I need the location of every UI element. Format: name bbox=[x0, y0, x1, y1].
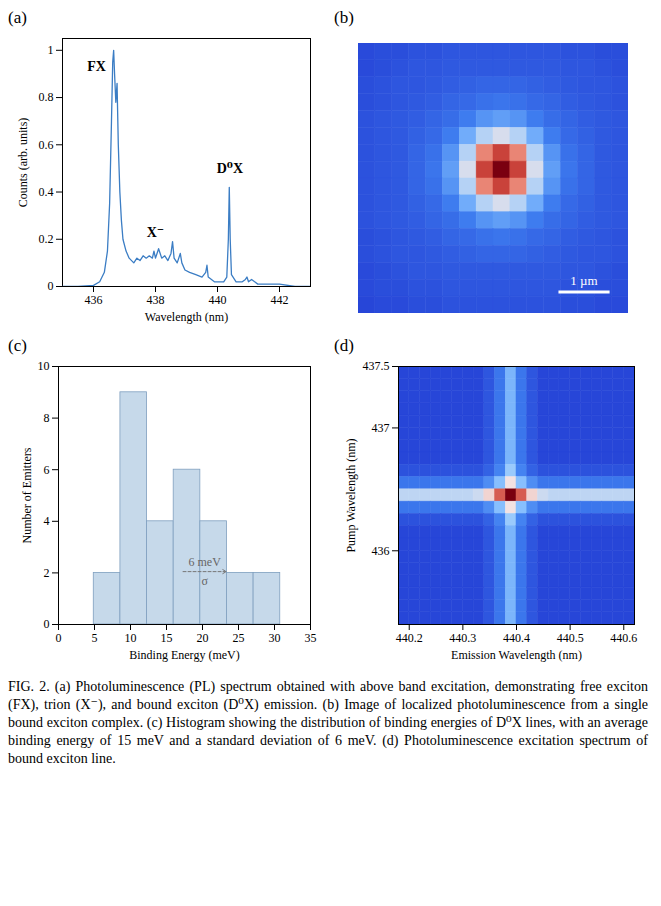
svg-text:440.5: 440.5 bbox=[557, 631, 584, 645]
svg-text:4: 4 bbox=[44, 514, 50, 528]
svg-text:438: 438 bbox=[147, 293, 165, 307]
svg-text:2: 2 bbox=[44, 566, 50, 580]
svg-text:0.6: 0.6 bbox=[39, 138, 54, 152]
svg-text:Pump Wavelength (nm): Pump Wavelength (nm) bbox=[344, 438, 358, 552]
svg-text:8: 8 bbox=[44, 411, 50, 425]
svg-text:440.3: 440.3 bbox=[449, 631, 476, 645]
svg-text:0: 0 bbox=[44, 617, 50, 631]
svg-text:10: 10 bbox=[38, 359, 50, 373]
svg-text:0.2: 0.2 bbox=[39, 232, 54, 246]
html-text:(a): (a) bbox=[8, 8, 27, 27]
svg-text:0.8: 0.8 bbox=[39, 90, 54, 104]
svg-text:6 meV: 6 meV bbox=[188, 555, 221, 569]
svg-text:0: 0 bbox=[48, 279, 54, 293]
svg-text:Binding Energy (meV): Binding Energy (meV) bbox=[129, 648, 239, 662]
svg-text:440.4: 440.4 bbox=[503, 631, 530, 645]
svg-text:0: 0 bbox=[56, 631, 62, 645]
svg-text:Counts (arb. units): Counts (arb. units) bbox=[16, 118, 30, 208]
svg-text:20: 20 bbox=[197, 631, 209, 645]
html-text:(d): (d) bbox=[334, 336, 354, 355]
svg-text:437: 437 bbox=[372, 421, 390, 435]
svg-text:436: 436 bbox=[85, 293, 103, 307]
svg-text:0.4: 0.4 bbox=[39, 185, 54, 199]
svg-text:442: 442 bbox=[271, 293, 289, 307]
svg-text:1: 1 bbox=[48, 43, 54, 57]
svg-text:Wavelength (nm): Wavelength (nm) bbox=[145, 310, 228, 324]
svg-text:30: 30 bbox=[269, 631, 281, 645]
svg-text:440.6: 440.6 bbox=[610, 631, 637, 645]
svg-text:25: 25 bbox=[233, 631, 245, 645]
svg-text:X⁻: X⁻ bbox=[147, 225, 165, 240]
html-text:FIG. 2. (a) Photoluminescence: FIG. 2. (a) Photoluminescence (PL) spect… bbox=[8, 679, 648, 766]
svg-text:Emission Wavelength (nm): Emission Wavelength (nm) bbox=[451, 648, 582, 662]
svg-text:436: 436 bbox=[372, 544, 390, 558]
html-text:(c): (c) bbox=[8, 336, 27, 355]
svg-text:D⁰X: D⁰X bbox=[217, 161, 243, 176]
svg-text:10: 10 bbox=[125, 631, 137, 645]
svg-text:Number of Emitters: Number of Emitters bbox=[20, 447, 34, 543]
svg-text:6: 6 bbox=[44, 463, 50, 477]
svg-text:1 µm: 1 µm bbox=[570, 273, 597, 288]
svg-text:σ: σ bbox=[201, 574, 208, 588]
svg-text:440.2: 440.2 bbox=[396, 631, 423, 645]
svg-text:437.5: 437.5 bbox=[363, 359, 390, 373]
svg-text:5: 5 bbox=[92, 631, 98, 645]
svg-text:15: 15 bbox=[161, 631, 173, 645]
svg-text:440: 440 bbox=[209, 293, 227, 307]
html-text:(b): (b) bbox=[334, 8, 354, 27]
svg-text:FX: FX bbox=[87, 59, 106, 74]
svg-text:35: 35 bbox=[305, 631, 317, 645]
